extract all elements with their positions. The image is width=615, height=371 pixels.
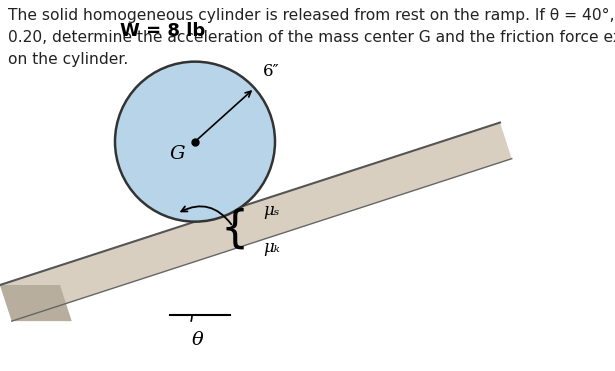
Text: μₖ: μₖ bbox=[263, 239, 280, 256]
Text: W = 8 lb: W = 8 lb bbox=[120, 22, 205, 40]
Circle shape bbox=[115, 62, 275, 221]
Polygon shape bbox=[0, 285, 72, 321]
Text: {: { bbox=[221, 208, 249, 251]
Text: θ: θ bbox=[192, 331, 204, 349]
Polygon shape bbox=[0, 122, 512, 321]
Text: G: G bbox=[169, 145, 185, 162]
Text: on the cylinder.: on the cylinder. bbox=[8, 52, 129, 67]
Text: μₛ: μₛ bbox=[263, 202, 279, 219]
Text: 6″: 6″ bbox=[263, 63, 279, 80]
Text: 0.20, determine the acceleration of the mass center G and the friction force exe: 0.20, determine the acceleration of the … bbox=[8, 30, 615, 45]
Text: The solid homogeneous cylinder is released from rest on the ramp. If θ = 40°, μₛ: The solid homogeneous cylinder is releas… bbox=[8, 8, 615, 23]
